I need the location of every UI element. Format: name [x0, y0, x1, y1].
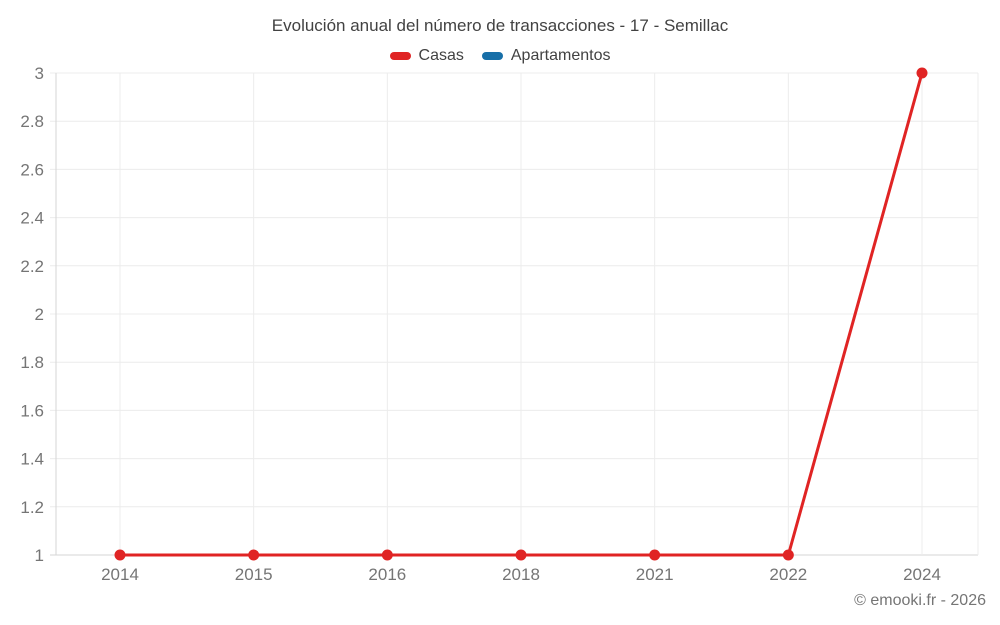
chart-title: Evolución anual del número de transaccio… [271, 16, 729, 35]
y-tick-label: 2.2 [20, 257, 44, 276]
credit-text: © emooki.fr - 2026 [854, 592, 986, 609]
data-point-casas [248, 549, 260, 561]
y-tick-label: 1.4 [20, 450, 44, 469]
legend-marker-casas [389, 52, 411, 60]
y-tick-label: 1 [35, 546, 44, 565]
data-point-casas [515, 549, 527, 561]
data-point-casas [114, 549, 126, 561]
x-tick-label: 2024 [903, 565, 941, 584]
x-tick-label: 2015 [235, 565, 273, 584]
y-tick-label: 2.8 [20, 112, 44, 131]
x-tick-label: 2014 [101, 565, 139, 584]
legend-label: Casas [418, 47, 464, 64]
x-tick-label: 2016 [368, 565, 406, 584]
x-tick-label: 2018 [502, 565, 540, 584]
y-tick-label: 2 [35, 305, 44, 324]
chart-legend: Casas Apartamentos [0, 45, 1000, 67]
y-tick-label: 1.6 [20, 401, 44, 420]
y-tick-label: 2.6 [20, 160, 44, 179]
data-point-casas [649, 549, 661, 561]
legend-label: Apartamentos [510, 47, 611, 64]
data-point-casas [381, 549, 393, 561]
legend-item-apartamentos[interactable]: Apartamentos [481, 47, 611, 65]
data-point-casas [916, 67, 928, 79]
y-tick-label: 3 [35, 64, 44, 83]
x-tick-label: 2022 [769, 565, 807, 584]
data-point-casas [782, 549, 794, 561]
y-tick-label: 2.4 [20, 209, 44, 228]
y-tick-label: 1.8 [20, 353, 44, 372]
legend-marker-apartamentos [481, 52, 503, 60]
y-tick-label: 1.2 [20, 498, 44, 517]
x-tick-label: 2021 [636, 565, 674, 584]
legend-item-casas[interactable]: Casas [389, 47, 464, 65]
